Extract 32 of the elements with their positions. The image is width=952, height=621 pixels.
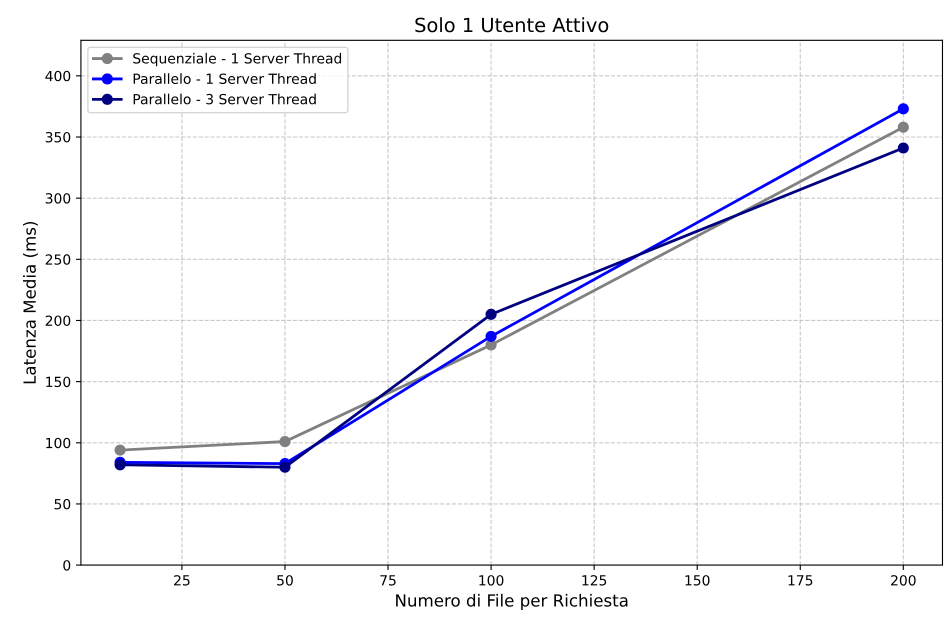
point (114, 459, 126, 470)
point (114, 444, 126, 456)
x-tick-label: 25 (174, 575, 190, 586)
y-tick-label: 350 (46, 132, 70, 142)
point (279, 462, 291, 473)
point (279, 436, 291, 448)
legend-label: Parallelo - 1 Server Thread (134, 73, 316, 84)
y-tick-label: 300 (46, 193, 70, 204)
y-tick-label: 0 (63, 560, 70, 571)
y-tick-label: 200 (46, 315, 70, 326)
x-tick-label: 200 (891, 575, 916, 586)
point (898, 122, 909, 133)
legend-label: Sequenziale - 1 Server Thread (133, 52, 342, 66)
x-tick-label: 75 (380, 575, 396, 586)
point (486, 308, 497, 320)
x-tick-label: 125 (582, 575, 606, 586)
point (898, 142, 909, 154)
x-tick-label: 100 (479, 575, 504, 586)
point (486, 330, 497, 342)
y-tick-label: 100 (46, 438, 70, 448)
point (898, 103, 909, 114)
y-axis-title: Latenza Media (ms) (23, 222, 38, 384)
x-tick-label: 150 (685, 575, 710, 586)
y-tick-label: 50 (54, 498, 70, 510)
x-tick-label: 175 (788, 575, 812, 586)
legend-label: Parallelo - 3 Server Thread (134, 94, 316, 104)
x-tick-label: 50 (277, 575, 293, 586)
x-axis-title: Numero di File per Richiesta (396, 594, 628, 610)
y-tick-label: 250 (46, 254, 70, 265)
y-tick-label: 150 (46, 376, 70, 388)
chart-title: Solo 1 Utente Attivo (415, 17, 608, 32)
y-tick-label: 400 (45, 70, 70, 82)
